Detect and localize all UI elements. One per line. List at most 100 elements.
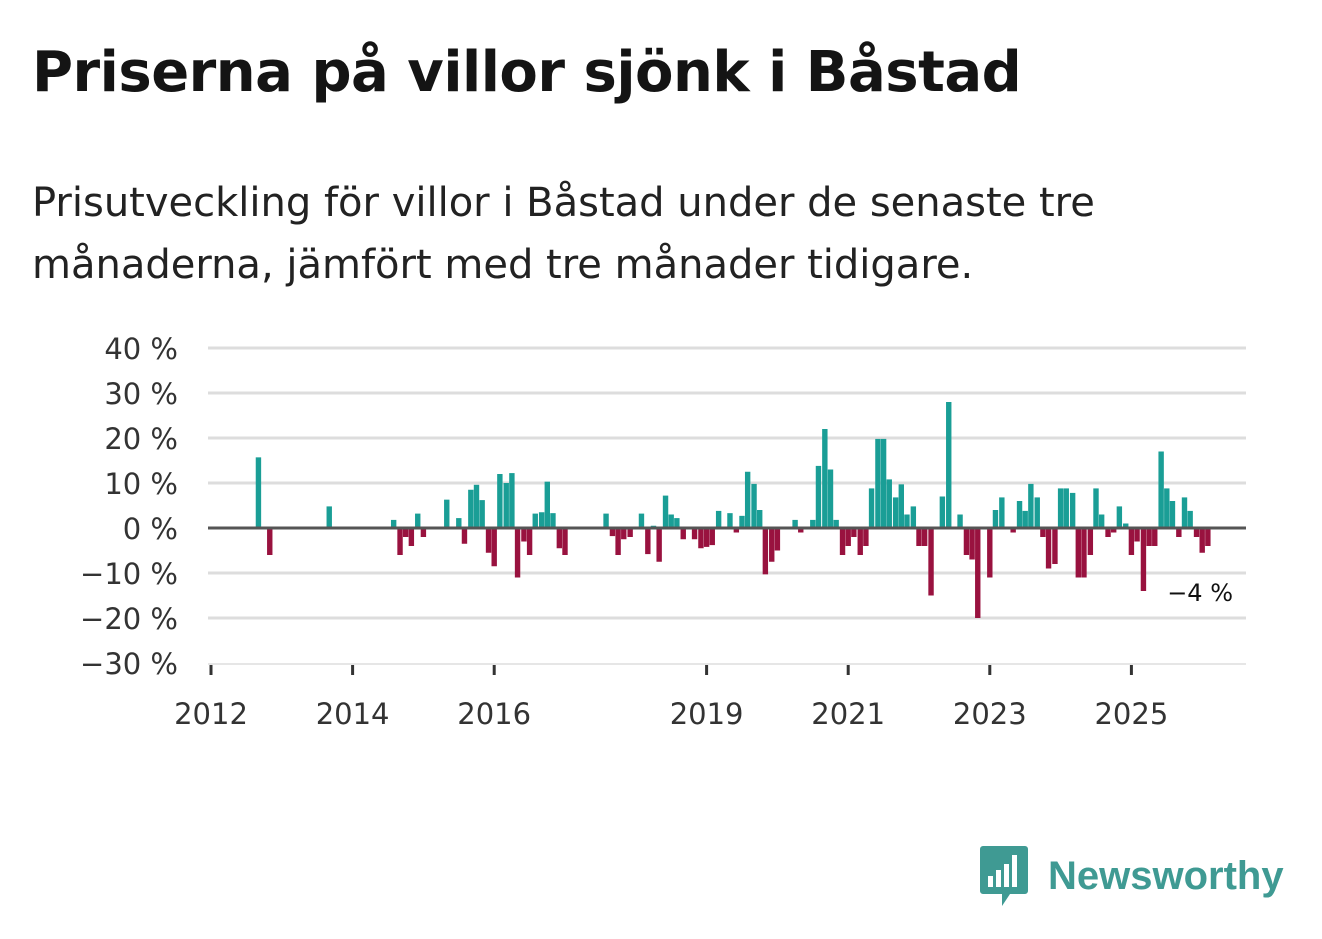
bar	[532, 513, 538, 528]
y-tick-label: −30 %	[80, 647, 178, 681]
bar	[928, 528, 934, 596]
bar	[1169, 501, 1176, 528]
bar	[969, 528, 975, 560]
bar	[999, 497, 1005, 528]
bar	[1164, 488, 1170, 528]
bar	[691, 528, 698, 540]
y-axis-ticks: 40 % 30 % 20 % 10 % 0 % −10 % −20 % −30 %	[80, 332, 178, 681]
bars	[255, 402, 1211, 618]
bar	[1128, 528, 1135, 555]
x-tick-label: 2014	[316, 697, 390, 731]
y-tick-label: 40 %	[104, 332, 178, 366]
y-tick-label: 10 %	[104, 467, 178, 501]
bar	[898, 484, 904, 528]
bar	[1111, 528, 1117, 533]
brand: Newsworthy	[980, 846, 1284, 906]
bar	[326, 506, 332, 528]
x-tick-label: 2023	[953, 697, 1027, 731]
annotations: −4 %	[1167, 579, 1233, 607]
x-tick-label: 2012	[174, 697, 248, 731]
bar	[420, 528, 427, 537]
bar	[822, 429, 828, 528]
bar	[403, 528, 409, 537]
bar	[939, 496, 946, 528]
bar	[946, 402, 952, 528]
bar	[1181, 497, 1188, 528]
bar	[757, 510, 763, 528]
bar	[521, 528, 527, 542]
bar	[538, 512, 545, 528]
bar	[815, 465, 822, 528]
bar	[473, 484, 480, 528]
bar	[1152, 528, 1158, 546]
bar	[638, 513, 645, 528]
bar	[1176, 528, 1182, 537]
bar	[1022, 510, 1028, 528]
bar	[827, 469, 834, 528]
bar	[957, 514, 963, 528]
bar	[615, 528, 621, 555]
y-tick-label: −20 %	[80, 602, 178, 636]
chart-title: Priserna på villor sjönk i Båstad	[32, 40, 1022, 105]
bar	[709, 528, 715, 546]
bar	[921, 528, 928, 546]
bar	[1105, 528, 1111, 537]
y-tick-label: 30 %	[104, 377, 178, 411]
bar	[845, 528, 851, 546]
bar	[774, 528, 781, 551]
bar	[479, 500, 485, 528]
bar	[444, 499, 450, 528]
bar	[1063, 488, 1069, 528]
bar	[892, 497, 899, 528]
bar	[868, 488, 875, 528]
bar	[509, 473, 515, 528]
bar	[851, 528, 857, 537]
bar	[762, 528, 769, 575]
bar	[255, 457, 262, 528]
bar	[769, 528, 775, 562]
bar	[715, 510, 722, 528]
bar	[733, 528, 740, 533]
last-value-label: −4 %	[1167, 579, 1233, 607]
bar	[645, 528, 651, 555]
bar	[1187, 510, 1193, 528]
bar	[468, 489, 474, 528]
bar	[497, 474, 503, 528]
bar	[1087, 528, 1094, 555]
y-tick-label: 0 %	[123, 512, 178, 546]
x-tick-label: 2025	[1094, 697, 1168, 731]
bar	[603, 513, 609, 528]
bar	[1134, 528, 1140, 542]
bar	[1034, 497, 1040, 528]
bar	[621, 528, 627, 540]
bar	[992, 510, 999, 528]
bar	[1010, 528, 1016, 533]
x-tick-label: 2016	[457, 697, 531, 731]
bar	[727, 513, 733, 528]
bar	[916, 528, 922, 546]
bar	[1057, 488, 1064, 528]
chart-subtitle: Prisutveckling för villor i Båstad under…	[32, 180, 1095, 288]
bar	[680, 528, 686, 540]
x-axis-ticks: 2012 2014 2016 2019 2021 2023 2025	[174, 665, 1168, 731]
bar	[1205, 528, 1211, 546]
bar	[1069, 492, 1076, 528]
bar	[267, 528, 273, 555]
bar	[491, 528, 497, 567]
bar	[904, 514, 910, 528]
bar	[1116, 506, 1123, 528]
bar	[1040, 528, 1046, 537]
bar	[656, 528, 662, 562]
bar	[503, 483, 509, 528]
bar	[514, 528, 521, 578]
bar	[1075, 528, 1081, 578]
bar	[550, 513, 556, 528]
bar	[674, 518, 680, 528]
bar	[857, 528, 863, 555]
bar	[1140, 528, 1147, 591]
bar	[1098, 514, 1105, 528]
bar	[839, 528, 846, 555]
bar	[408, 528, 415, 546]
bar	[562, 528, 568, 555]
